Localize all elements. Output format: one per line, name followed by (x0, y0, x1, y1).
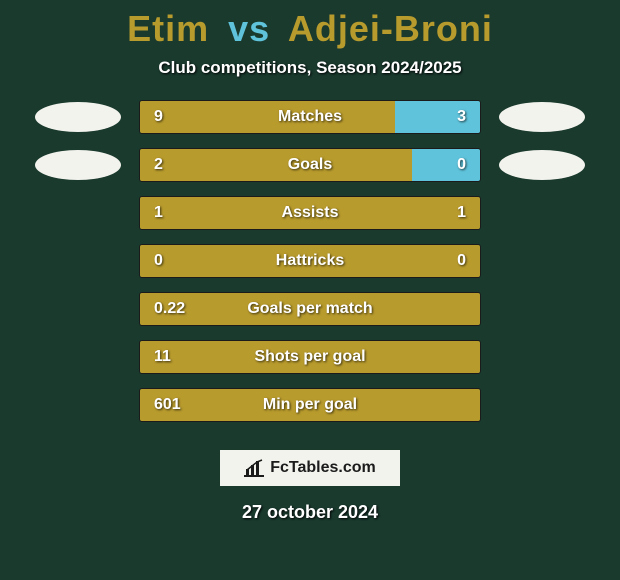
stat-value-right: 0 (457, 252, 466, 270)
bar-overlay: 9 Matches 3 (140, 101, 480, 133)
stat-row: 601 Min per goal (10, 388, 610, 422)
stat-label: Matches (278, 108, 342, 126)
stat-value-left: 11 (154, 348, 171, 366)
player2-name: Adjei-Broni (288, 8, 493, 49)
subtitle: Club competitions, Season 2024/2025 (0, 58, 620, 78)
stat-bar: 2 Goals 0 (139, 148, 481, 182)
stat-value-right: 0 (457, 156, 466, 174)
stat-bar: 0 Hattricks 0 (139, 244, 481, 278)
bar-overlay: 11 Shots per goal (140, 341, 480, 373)
stat-label: Min per goal (263, 396, 357, 414)
vs-label: vs (228, 8, 270, 49)
stat-row: 11 Shots per goal (10, 340, 610, 374)
bar-overlay: 0.22 Goals per match (140, 293, 480, 325)
stat-row: 0 Hattricks 0 (10, 244, 610, 278)
stat-bar: 11 Shots per goal (139, 340, 481, 374)
stat-rows: 9 Matches 3 2 Goals 0 1 Assists 1 0 Hattricks 0 0.22… (0, 100, 620, 422)
bar-overlay: 1 Assists 1 (140, 197, 480, 229)
chart-icon (244, 459, 264, 477)
stat-bar: 9 Matches 3 (139, 100, 481, 134)
stat-bar: 1 Assists 1 (139, 196, 481, 230)
date-label: 27 october 2024 (0, 502, 620, 523)
stat-value-left: 2 (154, 156, 163, 174)
stat-value-left: 9 (154, 108, 163, 126)
brand-label: FcTables.com (270, 459, 376, 477)
stat-label: Shots per goal (254, 348, 365, 366)
player1-name: Etim (127, 8, 209, 49)
stat-value-left: 0.22 (154, 300, 185, 318)
stat-label: Goals (288, 156, 332, 174)
stat-label: Assists (282, 204, 339, 222)
stat-value-right: 3 (457, 108, 466, 126)
comparison-infographic: Etim vs Adjei-Broni Club competitions, S… (0, 8, 620, 580)
stat-value-left: 1 (154, 204, 163, 222)
brand-badge: FcTables.com (220, 450, 400, 486)
bar-overlay: 0 Hattricks 0 (140, 245, 480, 277)
club-badge-left (35, 102, 121, 132)
stat-row: 2 Goals 0 (10, 148, 610, 182)
stat-row: 1 Assists 1 (10, 196, 610, 230)
stat-value-left: 0 (154, 252, 163, 270)
bar-overlay: 2 Goals 0 (140, 149, 480, 181)
stat-bar: 601 Min per goal (139, 388, 481, 422)
stat-value-right: 1 (457, 204, 466, 222)
stat-row: 0.22 Goals per match (10, 292, 610, 326)
stat-row: 9 Matches 3 (10, 100, 610, 134)
club-badge-right (499, 150, 585, 180)
club-badge-left (35, 150, 121, 180)
bar-overlay: 601 Min per goal (140, 389, 480, 421)
stat-label: Goals per match (247, 300, 372, 318)
stat-bar: 0.22 Goals per match (139, 292, 481, 326)
stat-label: Hattricks (276, 252, 344, 270)
page-title: Etim vs Adjei-Broni (0, 8, 620, 50)
club-badge-right (499, 102, 585, 132)
stat-value-left: 601 (154, 396, 181, 414)
